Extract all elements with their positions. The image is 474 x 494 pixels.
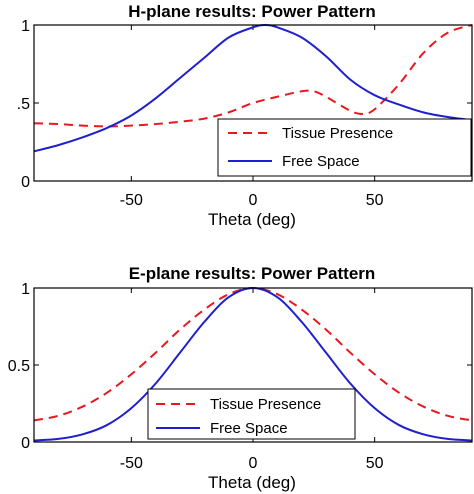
series-line-tissue-presence xyxy=(33,24,473,128)
x-tick-label: -50 xyxy=(120,192,143,209)
x-axis-label: Theta (deg) xyxy=(208,473,296,492)
x-tick-label: 50 xyxy=(366,455,384,472)
chart-title: H-plane results: Power Pattern xyxy=(128,2,376,21)
axes: -50 0 50 0 .5 1 xyxy=(17,18,472,209)
chart-title: E-plane results: Power Pattern xyxy=(129,264,376,283)
y-tick-label: 0 xyxy=(21,435,30,452)
legend-label-tissue: Tissue Presence xyxy=(210,396,321,413)
plot-frame xyxy=(33,287,473,443)
y-tick-label: 0 xyxy=(21,174,30,191)
legend-label-free: Free Space xyxy=(210,420,288,437)
y-tick-label: .5 xyxy=(17,96,30,113)
y-tick-label: 1 xyxy=(21,281,30,298)
legend-label-free: Free Space xyxy=(282,153,360,170)
y-tick-label: 0.5 xyxy=(8,358,30,375)
legend-label-tissue: Tissue Presence xyxy=(282,125,393,142)
legend: Tissue Presence Free Space xyxy=(217,118,472,177)
e-plane-chart: E-plane results: Power Pattern -50 0 50 0 0.… xyxy=(8,264,473,492)
axes: -50 0 50 0 0.5 1 xyxy=(8,281,472,472)
legend-box xyxy=(147,388,356,440)
h-plane-chart: H-plane results: Power Pattern -50 0 50 0 .5… xyxy=(17,2,473,229)
x-tick-label: 50 xyxy=(366,192,384,209)
legend: Tissue Presence Free Space xyxy=(147,388,356,440)
x-tick-label: 0 xyxy=(249,455,258,472)
plot-frame xyxy=(33,24,473,182)
x-tick-label: 0 xyxy=(249,192,258,209)
x-tick-label: -50 xyxy=(120,455,143,472)
x-axis-label: Theta (deg) xyxy=(208,210,296,229)
y-tick-label: 1 xyxy=(21,18,30,35)
legend-box xyxy=(217,118,472,177)
